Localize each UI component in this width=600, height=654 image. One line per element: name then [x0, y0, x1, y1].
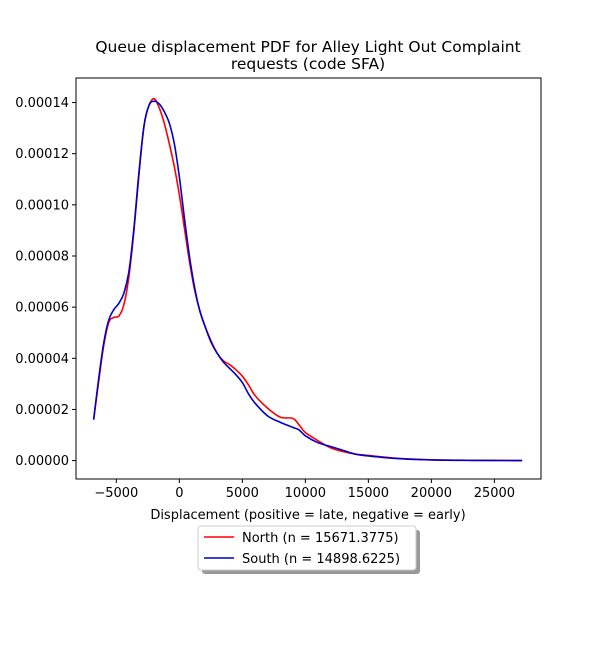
plot-frame: [75, 77, 542, 480]
legend-label-south: South (n = 14898.6225): [242, 552, 400, 567]
x-tick-label: 10000: [285, 486, 326, 501]
x-tick-label: 25000: [474, 486, 515, 501]
x-tick-label: 15000: [348, 486, 389, 501]
y-tick-label: 0.00012: [15, 147, 69, 162]
x-tick-label: 20000: [411, 486, 452, 501]
x-axis-ticks: −5000 0 5000 10000 15000 20000 25000: [94, 479, 515, 501]
chart-title-line-1: Queue displacement PDF for Alley Light O…: [95, 38, 520, 56]
y-tick-label: 0.00004: [15, 352, 69, 367]
y-tick-label: 0.00008: [15, 249, 69, 264]
legend-box: [197, 525, 417, 571]
series-line-south: [92, 100, 523, 462]
y-tick-label: 0.00006: [15, 301, 69, 316]
legend: North (n = 15671.3775) South (n = 14898.…: [197, 525, 420, 574]
y-axis-ticks: 0.00000 0.00002 0.00004 0.00006 0.00008 0.000…: [15, 96, 76, 469]
x-tick-label: 5000: [226, 486, 259, 501]
series-line-north: [92, 97, 523, 462]
x-axis-label: Displacement (positive = late, negative …: [150, 508, 465, 523]
series-layer: [92, 97, 523, 462]
y-tick-label: 0.00014: [15, 96, 69, 111]
legend-label-north: North (n = 15671.3775): [242, 531, 399, 546]
y-tick-label: 0.00002: [15, 403, 69, 418]
chart-title-line-2: requests (code SFA): [231, 55, 385, 73]
x-tick-label: 0: [175, 486, 183, 501]
x-tick-label: −5000: [94, 486, 138, 501]
plot-area: −5000 0 5000 10000 15000 20000 25000 0.000000.…: [15, 77, 542, 501]
y-tick-label: 0.00010: [15, 198, 69, 213]
y-tick-label: 0.00000: [15, 454, 69, 469]
